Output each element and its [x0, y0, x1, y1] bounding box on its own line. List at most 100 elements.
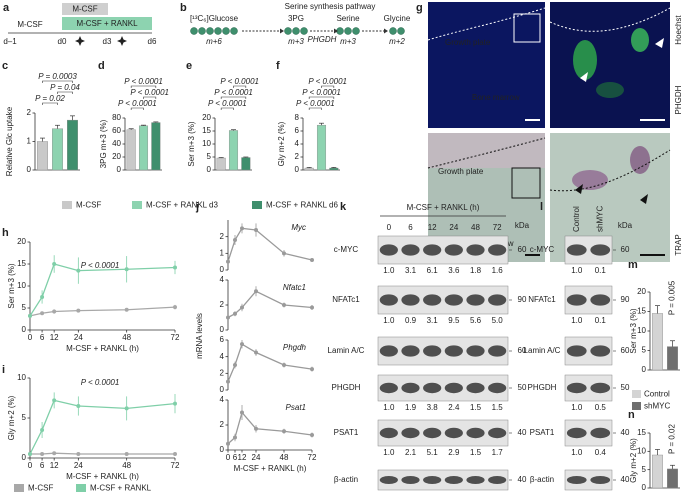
y-tick-label: 1: [220, 248, 225, 257]
point: [76, 268, 81, 273]
point: [76, 452, 81, 456]
kda-label: 90: [621, 295, 630, 304]
point: [124, 406, 129, 411]
point: [310, 305, 314, 310]
stain-label: TRAP: [674, 234, 683, 255]
arrowhead: [575, 184, 583, 194]
point: [282, 429, 286, 434]
band: [379, 382, 398, 394]
protein-label: NFATc1: [332, 295, 360, 304]
y-tick-label: 0: [642, 483, 647, 492]
band: [423, 345, 442, 357]
y-tick-label: 5: [22, 413, 27, 422]
y-tick-label: 6: [295, 126, 300, 135]
band: [566, 345, 587, 357]
legend-label: M-CSF + RANKL d6: [266, 201, 338, 210]
lane-label: 0: [387, 223, 392, 232]
point: [124, 307, 129, 312]
bar: [652, 454, 663, 489]
band: [423, 382, 442, 394]
carbon: [300, 27, 308, 35]
unit-label: kDa: [515, 221, 530, 230]
kda-label: 40: [518, 475, 527, 484]
y-tick-label: 15: [17, 259, 26, 268]
quant-label: 1.8: [470, 266, 482, 275]
point: [124, 452, 129, 456]
y-tick-label: 0: [117, 165, 122, 174]
kda-label: 60: [518, 245, 527, 254]
x-tick-label: 0: [226, 453, 231, 462]
point: [226, 315, 230, 320]
p-value: P < 0.0001: [118, 99, 157, 108]
x-tick-label: 0: [28, 461, 33, 470]
band: [566, 382, 587, 394]
protein-label: PHGDH: [332, 383, 361, 392]
bracket: [57, 91, 73, 94]
band: [590, 476, 611, 484]
region-label: Growth plate: [438, 167, 484, 176]
quant-label: 2.9: [448, 448, 460, 457]
inset-box: [511, 167, 541, 199]
x-axis-label: M-CSF + RANKL (h): [66, 344, 139, 353]
arrowhead: [580, 72, 588, 82]
protein-label: PSAT1: [530, 428, 555, 437]
quant-label: 2.4: [448, 403, 460, 412]
y-tick-label: 10: [17, 373, 26, 382]
band: [444, 427, 463, 439]
y-tick-label: 15: [202, 126, 211, 135]
point: [52, 309, 57, 314]
blot: [564, 469, 613, 491]
x-tick-label: 24: [252, 453, 261, 462]
bracket: [321, 85, 335, 88]
quant-label: 0.1: [595, 316, 607, 325]
point: [310, 258, 314, 262]
quant-label: 1.0: [571, 403, 583, 412]
protein-label: PSAT1: [334, 428, 359, 437]
legend-swatch: [62, 201, 72, 209]
legend-label: M-CSF: [28, 484, 53, 493]
inset-box: [513, 13, 541, 43]
isotopologue: m+3: [340, 37, 356, 46]
y-tick-label: 0: [22, 453, 27, 462]
legend-label: M-CSF + RANKL: [90, 484, 152, 493]
quant-label: 1.5: [470, 448, 482, 457]
kda-label: 40: [621, 475, 630, 484]
point: [173, 401, 177, 406]
panel-label: n: [628, 409, 635, 421]
y-tick-label: 5: [22, 303, 27, 312]
carbon: [352, 27, 360, 35]
point: [28, 452, 32, 456]
y-axis-label: Ser m+3 (%): [187, 121, 196, 166]
point: [124, 267, 129, 272]
star: [117, 36, 127, 46]
metabolite: Serine: [336, 14, 360, 23]
blot: [377, 235, 509, 265]
treatment: M-CSF: [17, 20, 42, 29]
point: [28, 313, 32, 318]
region-label: Bone marrow: [472, 93, 520, 102]
p-value: P = 0.02: [668, 424, 677, 454]
lane-label: 6: [408, 223, 413, 232]
star: [75, 36, 85, 46]
point: [76, 404, 81, 408]
x-tick-label: 6: [40, 333, 45, 342]
y-tick-label: 0: [207, 165, 212, 174]
arrowhead: [655, 38, 664, 48]
bar: [126, 129, 136, 171]
y-axis-label: mRNA levels: [195, 313, 204, 359]
bar: [652, 313, 663, 371]
carbon: [190, 27, 198, 35]
blot: [377, 374, 509, 402]
region-label: Growth plate: [445, 38, 491, 47]
panel-label: l: [540, 201, 543, 213]
x-tick-label: 48: [122, 461, 131, 470]
line: [29, 306, 176, 317]
blot: [377, 419, 509, 447]
x-tick-label: 12: [238, 453, 247, 462]
quant-label: 3.6: [448, 266, 460, 275]
bar: [329, 167, 339, 171]
stain-label: PHGDH: [674, 85, 683, 114]
band: [444, 294, 463, 306]
y-axis-label: 3PG m+3 (%): [99, 119, 108, 168]
legend-label: M-CSF: [76, 201, 101, 210]
